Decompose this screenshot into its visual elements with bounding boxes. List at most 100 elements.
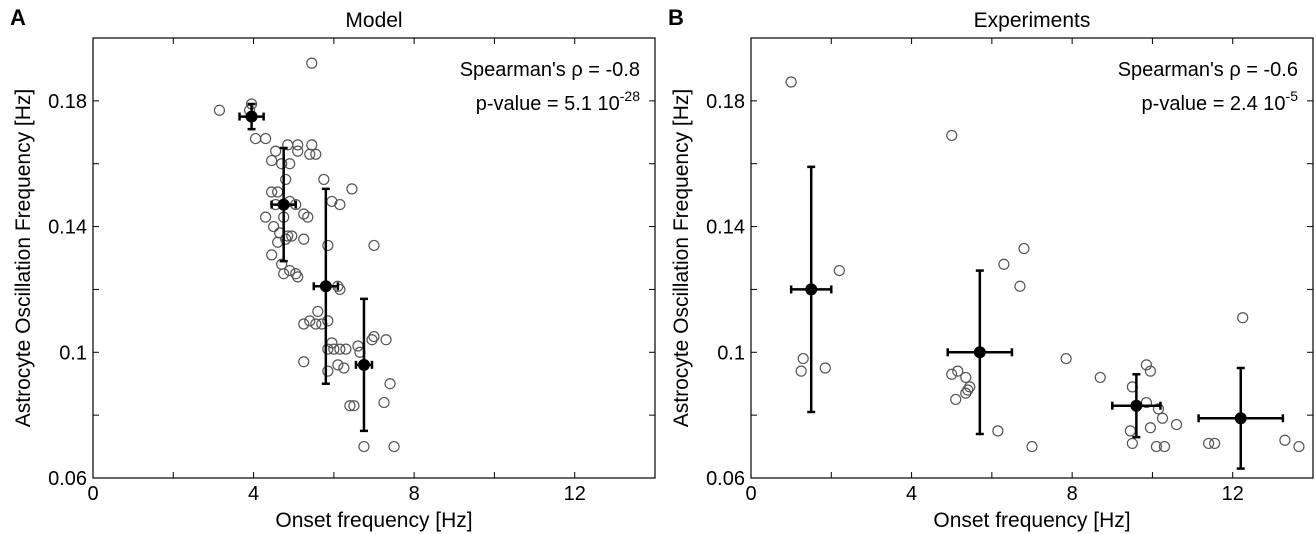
panel-a-data-point: [304, 148, 316, 160]
panel-a-data-point: [380, 334, 392, 346]
panel-b-pvalue: p-value = 2.4 10-5: [1142, 88, 1299, 115]
panel-b-data-point: [952, 365, 964, 377]
panel-a-data-point: [310, 318, 322, 330]
panel-a-data-point: [352, 340, 364, 352]
panel-a-data-point: [298, 233, 310, 245]
panel-b-data-point: [960, 387, 972, 399]
panel-b-data-point: [960, 371, 972, 384]
panel-a-mean-marker: [245, 110, 258, 123]
panel-b-data-point: [1279, 434, 1291, 446]
panel-b-data-point: [1144, 365, 1157, 377]
panel-b-data-point: [795, 365, 807, 377]
panel-a-data-point: [276, 158, 288, 170]
panel-b-data-point: [992, 425, 1004, 437]
panel-a-x-tick-label: 8: [409, 483, 420, 505]
panel-b-mean-marker: [973, 346, 986, 359]
panel-b-data-point: [1156, 412, 1169, 424]
panel-a-pvalue-exponent: -28: [620, 88, 640, 104]
panel-b: B Experiments Spearman's ρ = -0.6 p-valu…: [668, 5, 1314, 532]
panel-a-data-point: [318, 173, 330, 186]
panel-b-mean-marker: [805, 283, 818, 296]
panel-a-mean-marker: [357, 358, 370, 371]
panel-a-data-point: [312, 305, 324, 318]
panel-b-pvalue-main: p-value = 2.4 10: [1142, 93, 1286, 115]
panel-b-data-point: [1237, 312, 1249, 324]
panel-a-data-point: [310, 148, 322, 160]
panel-a-plot-frame: [92, 37, 656, 479]
panel-a-data-point: [260, 211, 272, 223]
panel-a-data-point: [213, 104, 226, 116]
panel-a-y-tick-label: 0.1: [59, 342, 87, 364]
panel-a-data-point: [266, 186, 278, 198]
panel-a-data-point: [322, 365, 334, 377]
panel-a-data-point: [340, 343, 352, 355]
panel-a-data-point: [298, 318, 310, 330]
panel-b-data-point: [1293, 440, 1305, 453]
panel-a-data-point: [322, 343, 334, 355]
panel-a-data-point: [348, 400, 360, 412]
panel-a-data-point: [346, 183, 358, 195]
panel-a-data-point: [358, 440, 370, 453]
panel-b-label: B: [668, 5, 684, 30]
panel-a-data-point: [280, 233, 292, 245]
panel-a-y-tick-label: 0.14: [48, 217, 87, 239]
panel-b-spearman: Spearman's ρ = -0.6: [1118, 59, 1298, 81]
panel-a-data-point: [322, 239, 334, 252]
panel-a-x-tick-label: 12: [564, 483, 586, 505]
panel-a-data-point: [280, 173, 292, 186]
panel-a: A Model Spearman's ρ = -0.8 p-value = 5.…: [10, 5, 656, 532]
panel-b-data-point: [1150, 440, 1163, 453]
panel-a-data-point: [249, 132, 262, 145]
panel-a-data-point: [306, 57, 318, 69]
panel-b-data-point: [1140, 359, 1153, 371]
panel-a-data-point: [344, 400, 356, 412]
panel-b-title: Experiments: [974, 9, 1091, 32]
panel-a-data-point: [292, 271, 304, 283]
panel-b-data-point: [946, 129, 958, 142]
panel-b-data-point: [964, 381, 976, 393]
panel-a-title: Model: [345, 9, 402, 32]
panel-a-data-point: [334, 198, 346, 211]
panel-a-label: A: [10, 5, 26, 30]
panel-a-data-point: [306, 139, 318, 151]
panel-a-y-tick-label: 0.18: [48, 91, 87, 113]
panel-b-x-axis-label: Onset frequency [Hz]: [933, 509, 1130, 532]
panel-b-data-point: [1026, 440, 1038, 453]
panel-b-data-point: [1094, 371, 1106, 384]
panel-a-data-point: [268, 220, 280, 233]
panel-a-data-point: [286, 230, 298, 242]
panel-a-x-tick-label: 4: [248, 483, 259, 505]
panel-a-data-point: [304, 315, 316, 327]
panel-a-data-point: [368, 330, 380, 343]
panel-b-x-tick-label: 0: [745, 483, 756, 505]
panel-a-spearman: Spearman's ρ = -0.8: [460, 59, 640, 81]
panel-a-data-point: [334, 343, 346, 355]
panel-b-data-point: [1158, 440, 1171, 453]
panel-a-x-axis-label: Onset frequency [Hz]: [275, 509, 472, 532]
panel-b-data-point: [1152, 403, 1165, 415]
panel-a-data-point: [322, 315, 334, 327]
panel-a-pvalue-main: p-value = 5.1 10: [476, 93, 620, 115]
panel-a-mean-marker: [319, 280, 332, 293]
panel-a-y-tick-label: 0.06: [48, 468, 87, 490]
panel-a-data-point: [260, 132, 272, 145]
panel-b-mean-marker: [1234, 412, 1247, 425]
panel-a-mean-marker: [277, 198, 290, 211]
panel-a-y-axis-label: Astrocyte Oscillation Frequency [Hz]: [12, 89, 35, 427]
panel-b-data-point: [819, 362, 831, 374]
panel-b-y-axis-label: Astrocyte Oscillation Frequency [Hz]: [670, 89, 693, 427]
panel-b-plot-frame: [750, 37, 1314, 479]
panel-a-data-point: [332, 359, 344, 371]
panel-a-data-point: [328, 343, 340, 355]
panel-b-data-point: [962, 384, 974, 396]
panel-a-data-point: [278, 268, 290, 280]
panel-b-data-point: [1170, 418, 1183, 431]
panel-a-data-point: [368, 239, 380, 252]
panel-b-data-point: [797, 352, 809, 365]
panel-a-data-point: [290, 268, 302, 280]
panel-a-data-point: [284, 264, 296, 277]
panel-b-data-point: [785, 76, 797, 88]
panel-a-data-point: [266, 154, 278, 167]
panel-a-data-point: [378, 396, 390, 409]
